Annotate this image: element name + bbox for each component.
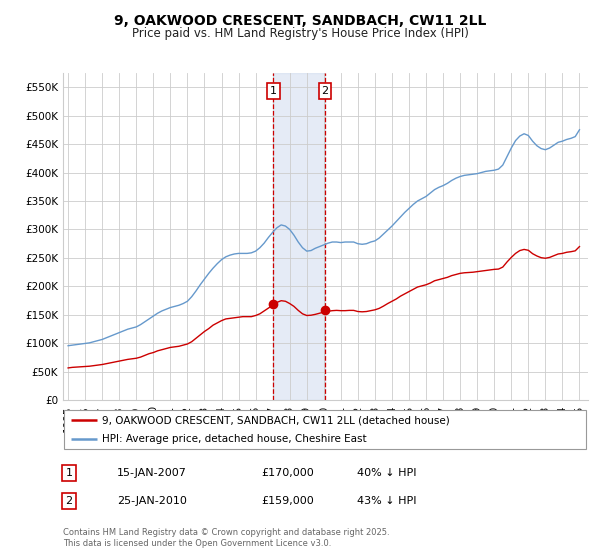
Text: 2: 2 (65, 496, 73, 506)
Text: 15-JAN-2007: 15-JAN-2007 (117, 468, 187, 478)
Text: 2: 2 (322, 86, 329, 96)
Text: 9, OAKWOOD CRESCENT, SANDBACH, CW11 2LL: 9, OAKWOOD CRESCENT, SANDBACH, CW11 2LL (114, 14, 486, 28)
Text: 1: 1 (65, 468, 73, 478)
Text: Price paid vs. HM Land Registry's House Price Index (HPI): Price paid vs. HM Land Registry's House … (131, 27, 469, 40)
Text: 1: 1 (270, 86, 277, 96)
Text: 25-JAN-2010: 25-JAN-2010 (117, 496, 187, 506)
FancyBboxPatch shape (64, 410, 586, 449)
Text: HPI: Average price, detached house, Cheshire East: HPI: Average price, detached house, Ches… (103, 435, 367, 445)
Text: £170,000: £170,000 (261, 468, 314, 478)
Text: £159,000: £159,000 (261, 496, 314, 506)
Text: 9, OAKWOOD CRESCENT, SANDBACH, CW11 2LL (detached house): 9, OAKWOOD CRESCENT, SANDBACH, CW11 2LL … (103, 415, 450, 425)
Text: Contains HM Land Registry data © Crown copyright and database right 2025.
This d: Contains HM Land Registry data © Crown c… (63, 528, 389, 548)
Text: 43% ↓ HPI: 43% ↓ HPI (357, 496, 416, 506)
Text: 40% ↓ HPI: 40% ↓ HPI (357, 468, 416, 478)
Bar (274, 73, 325, 400)
